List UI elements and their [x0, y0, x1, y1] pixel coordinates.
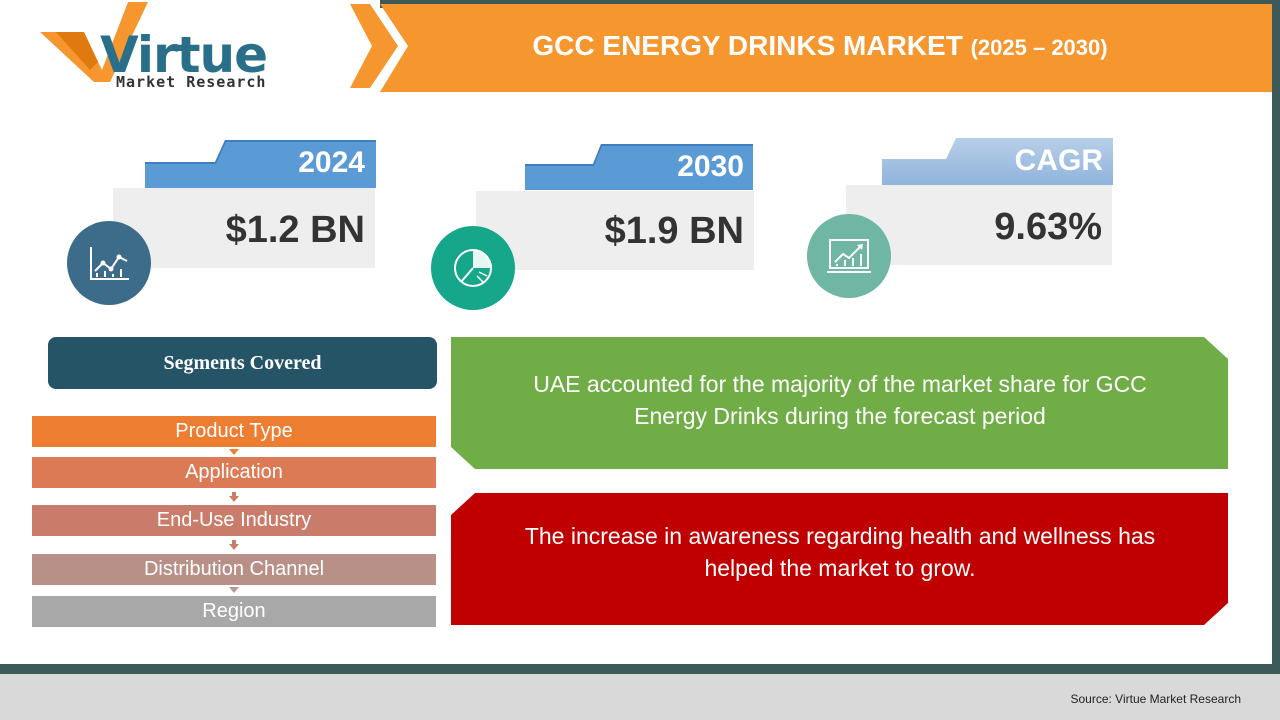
callout-red-box [451, 493, 1228, 625]
segment-end-use-industry: End-Use Industry [32, 505, 436, 536]
stat-value-2024: $1.2 BN [225, 209, 365, 251]
segment-arrow [229, 449, 239, 455]
segments-header: Segments Covered [48, 337, 437, 389]
right-frame-bar [1272, 0, 1280, 668]
segment-application: Application [32, 457, 436, 488]
segment-distribution-channel: Distribution Channel [32, 554, 436, 585]
title-banner [350, 4, 1272, 92]
stat-label-2030: 2030 [677, 150, 744, 183]
source-text: Source: Virtue Market Research [1070, 692, 1241, 706]
page-title: GCC ENERGY DRINKS MARKET (2025 – 2030) [420, 30, 1220, 62]
stat-tab-2030 [525, 144, 753, 190]
callout-green-box [451, 337, 1228, 469]
footer [0, 674, 1280, 720]
segment-arrow [229, 587, 239, 593]
pie-chart-icon [431, 226, 515, 310]
stat-label-2024: 2024 [298, 146, 365, 179]
growth-chart-icon [807, 214, 891, 298]
segment-arrow [229, 492, 239, 502]
stat-tab-cagr [882, 138, 1113, 185]
stat-value-cagr: 9.63% [994, 206, 1102, 248]
stat-card-2030 [476, 191, 754, 270]
line-chart-icon [67, 221, 151, 305]
title-years: (2025 – 2030) [970, 35, 1108, 60]
stat-card-2024 [113, 188, 375, 268]
callout-red-text: The increase in awareness regarding heal… [524, 523, 1156, 581]
segment-region: Region [32, 596, 436, 627]
logo-subtitle: Market Research [116, 73, 267, 91]
segment-product-type: Product Type [32, 416, 436, 447]
stat-value-2030: $1.9 BN [604, 210, 744, 252]
logo-v-mark [40, 2, 148, 82]
logo-word: Virtue [100, 26, 268, 84]
logo [36, 0, 316, 95]
segment-arrow [229, 540, 239, 550]
stat-tab-2024 [145, 140, 376, 188]
title-main: GCC ENERGY DRINKS MARKET [532, 30, 963, 61]
callout-green-text: UAE accounted for the majority of the ma… [533, 371, 1147, 429]
bottom-frame-bar [0, 664, 1280, 674]
stat-label-cagr: CAGR [1014, 144, 1103, 177]
